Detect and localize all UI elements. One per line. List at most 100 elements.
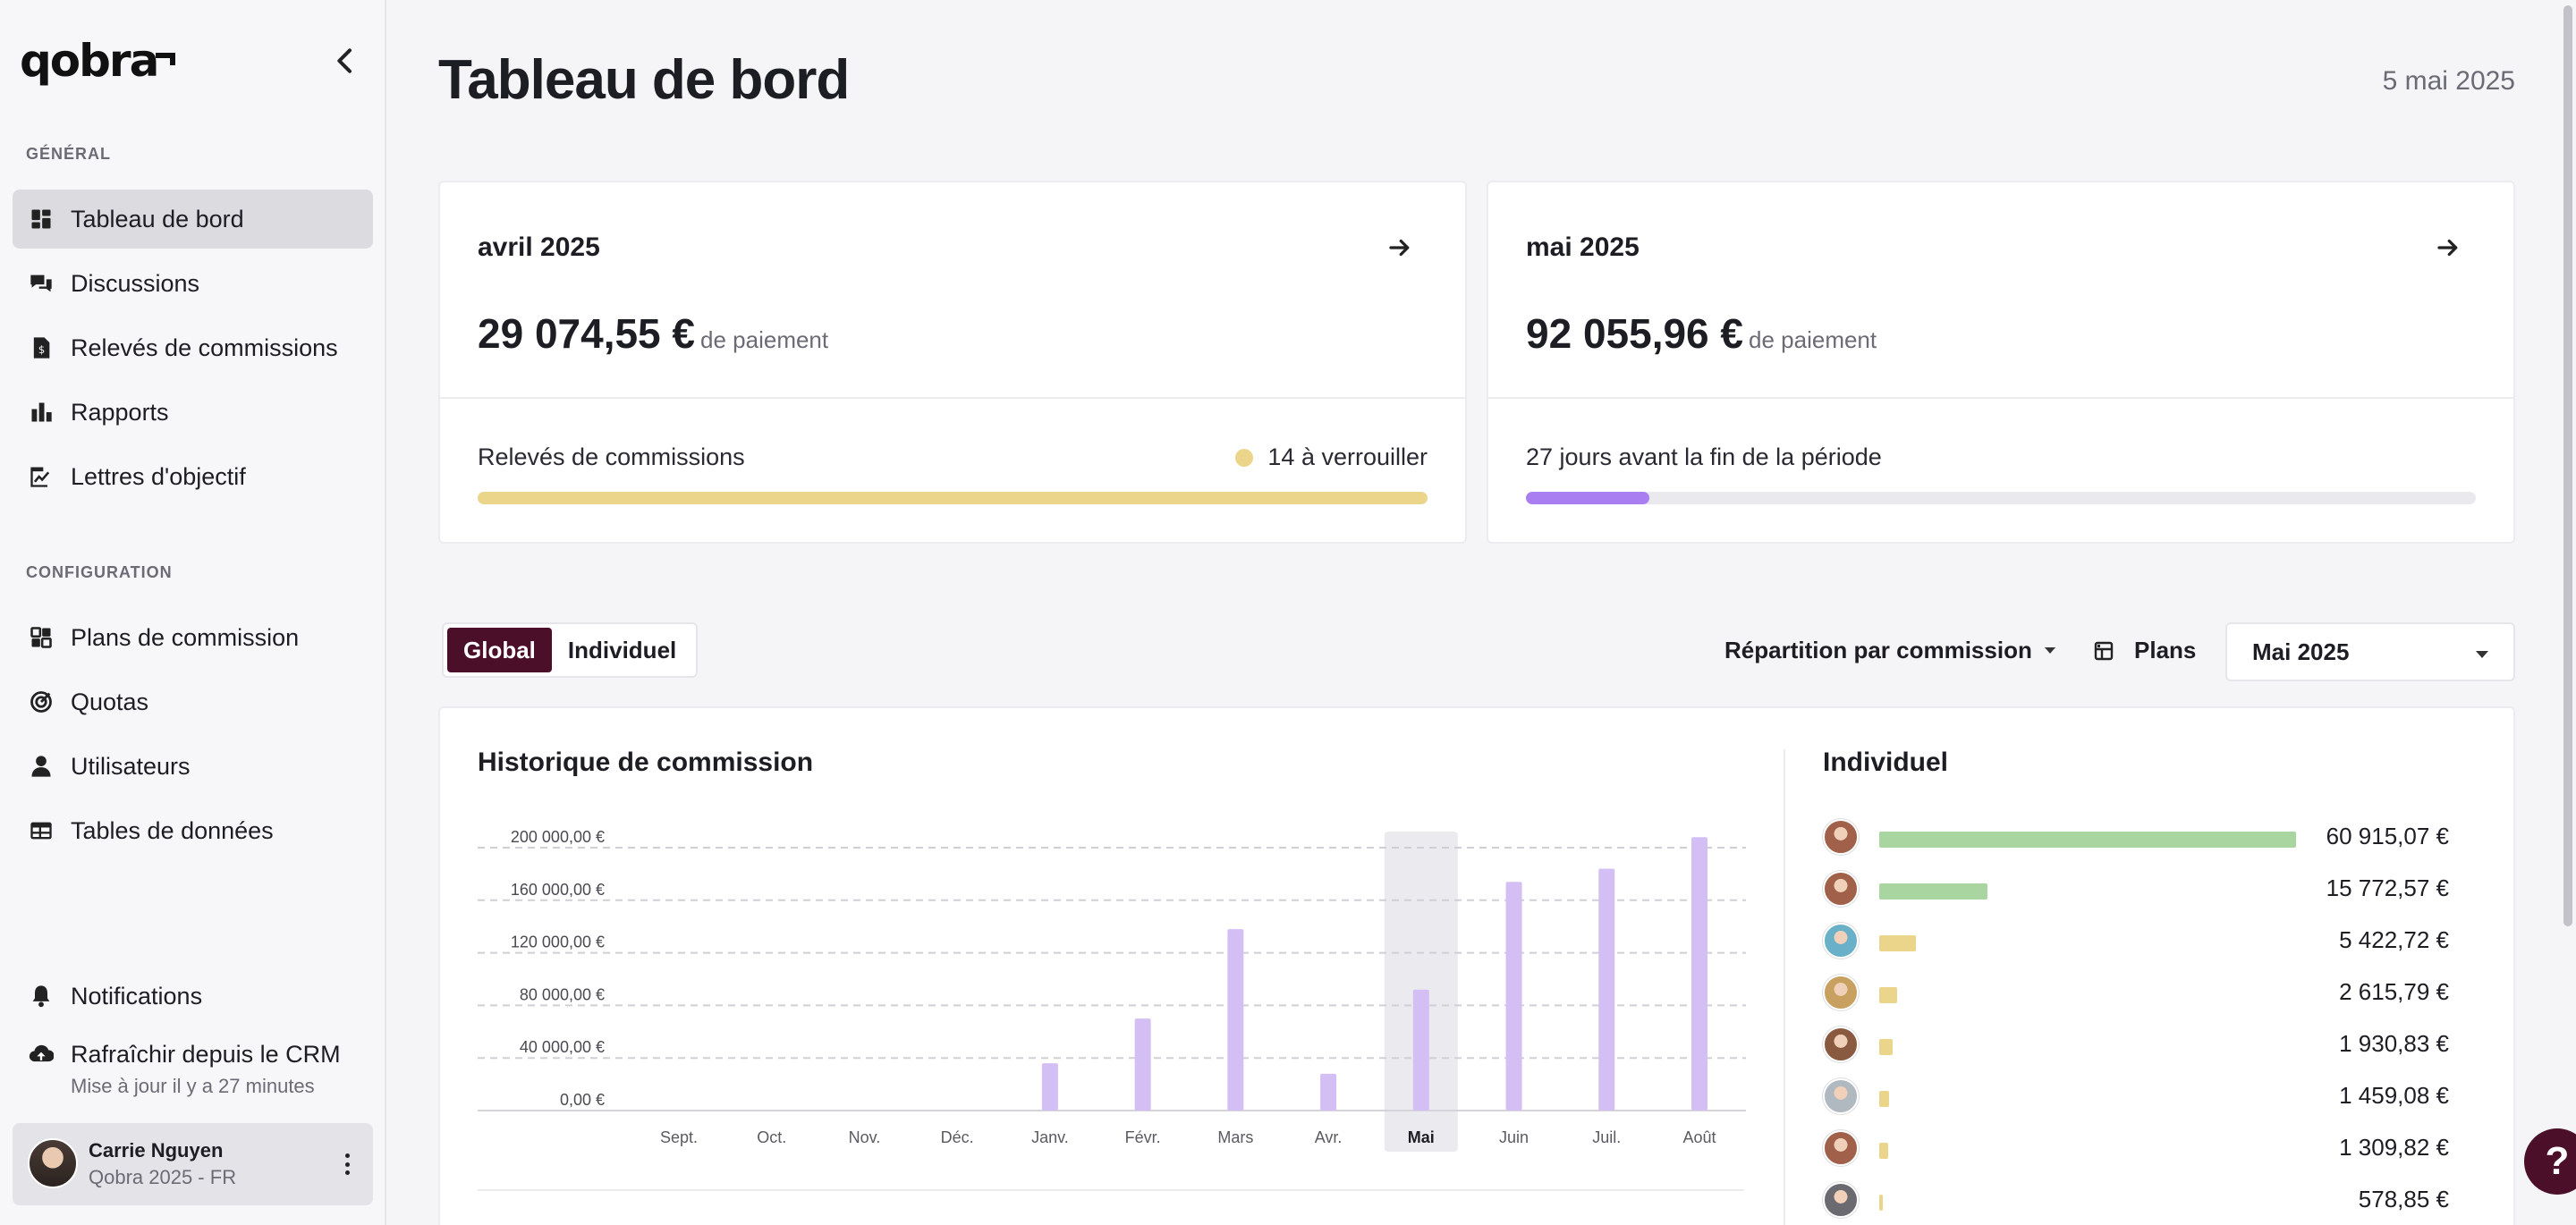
divider	[478, 1189, 1744, 1191]
crm-updated-text: Mise à jour il y a 27 minutes	[71, 1075, 315, 1097]
individual-title: Individuel	[1823, 748, 1949, 777]
card-month: avril 2025	[478, 232, 600, 262]
individual-amount: 1 459,08 €	[2339, 1082, 2449, 1109]
table-icon	[28, 817, 55, 844]
avatar	[1823, 975, 1859, 1010]
x-tick-label: Oct.	[757, 1128, 786, 1146]
period-card-april: avril 2025 29 074,55 € de paiement Relevé…	[438, 181, 1467, 544]
individual-bar	[1879, 987, 1898, 1003]
help-button[interactable]: ?	[2524, 1128, 2576, 1195]
individual-bar	[1879, 1039, 1893, 1055]
caret-down-icon	[2044, 647, 2055, 654]
toggle-individual[interactable]: Individuel	[567, 636, 677, 663]
plans-icon	[28, 624, 55, 651]
x-tick-label: Juin	[1499, 1128, 1529, 1146]
individual-bar	[1879, 935, 1917, 951]
individual-bar	[1879, 883, 1987, 900]
chart-bar[interactable]	[1412, 989, 1429, 1111]
individual-row[interactable]: 15 772,57 €	[1823, 869, 2449, 908]
chart-bar[interactable]	[1227, 929, 1244, 1111]
commission-panel: Historique de commission 0,00 € 40 000,00…	[438, 706, 2515, 1225]
chat-icon	[28, 270, 55, 297]
chart-bar[interactable]	[1134, 1018, 1151, 1111]
sidebar-item-discussions[interactable]: Discussions	[13, 254, 373, 313]
user-workspace: Qobra 2025 - FR	[89, 1166, 237, 1188]
sidebar-item-label: Tableau de bord	[71, 205, 244, 232]
sidebar-item-label: Lettres d'objectif	[71, 462, 246, 490]
progress-bar	[478, 492, 1428, 504]
individual-amount: 1 930,83 €	[2339, 1030, 2449, 1057]
y-tick-label: 160 000,00 €	[511, 881, 605, 899]
avatar	[1823, 871, 1859, 907]
arrow-right-icon[interactable]	[2435, 234, 2462, 261]
sidebar-item-notifications[interactable]: Notifications	[13, 967, 373, 1026]
sidebar-item-statements[interactable]: $ Relevés de commissions	[13, 318, 373, 377]
chevron-left-icon	[337, 48, 352, 73]
page-title: Tableau de bord	[438, 49, 850, 111]
card-amount: 29 074,55 € de paiement	[478, 310, 829, 357]
individual-row[interactable]: 1 930,83 €	[1823, 1025, 2449, 1064]
more-options-icon[interactable]	[338, 1148, 356, 1180]
y-tick-label: 80 000,00 €	[520, 985, 605, 1003]
avatar	[1823, 1078, 1859, 1114]
status-dot	[1235, 448, 1254, 467]
toggle-global[interactable]: Global	[447, 628, 552, 672]
x-tick-label: Févr.	[1125, 1128, 1161, 1146]
user-card[interactable]: Carrie Nguyen Qobra 2025 - FR	[13, 1123, 373, 1205]
individual-row[interactable]: 60 915,07 €	[1823, 817, 2449, 857]
individual-bar	[1879, 832, 2296, 848]
sidebar-item-dashboard[interactable]: Tableau de bord	[13, 190, 373, 249]
sidebar-item-quotas[interactable]: Quotas	[13, 672, 373, 731]
chart-bar[interactable]	[1505, 882, 1522, 1111]
scrollbar[interactable]	[2563, 5, 2572, 926]
sidebar-item-users[interactable]: Utilisateurs	[13, 737, 373, 796]
card-amount: 92 055,96 € de paiement	[1526, 310, 1877, 357]
sidebar-item-data-tables[interactable]: Tables de données	[13, 801, 373, 860]
current-date: 5 mai 2025	[2382, 66, 2515, 96]
individual-amount: 2 615,79 €	[2339, 978, 2449, 1005]
collapse-sidebar-button[interactable]	[327, 43, 363, 79]
avatar	[1823, 923, 1859, 959]
chart-bar[interactable]	[1320, 1073, 1337, 1111]
individual-row[interactable]: 2 615,79 €	[1823, 973, 2449, 1012]
individual-row[interactable]: 1 309,82 €	[1823, 1128, 2449, 1168]
x-tick-label: Sept.	[660, 1128, 698, 1146]
sidebar-item-crm-refresh[interactable]: Rafraîchir depuis le CRM	[13, 1028, 373, 1087]
individual-row[interactable]: 5 422,72 €	[1823, 921, 2449, 960]
individual-amount: 578,85 €	[2358, 1186, 2449, 1212]
x-tick-label: Août	[1682, 1128, 1716, 1146]
chart-bar[interactable]	[1598, 868, 1615, 1111]
sidebar-item-label: Notifications	[71, 982, 203, 1010]
individual-amount: 5 422,72 €	[2339, 926, 2449, 953]
x-tick-label: Juil.	[1592, 1128, 1621, 1146]
sidebar-item-commission-plans[interactable]: Plans de commission	[13, 608, 373, 667]
period-card-may: mai 2025 92 055,96 € de paiement 27 jours…	[1487, 181, 2515, 544]
y-tick-label: 200 000,00 €	[511, 828, 605, 846]
plans-icon	[2094, 641, 2114, 660]
chart-bar[interactable]	[1041, 1063, 1058, 1111]
sidebar-item-label: Relevés de commissions	[71, 334, 338, 361]
chart-bar[interactable]	[1691, 837, 1707, 1111]
qobra-logo[interactable]: qobra	[20, 36, 177, 86]
split-dropdown[interactable]: Répartition par commission	[1724, 637, 2055, 664]
avatar	[1823, 1182, 1859, 1218]
individual-row[interactable]: 578,85 €	[1823, 1180, 2449, 1220]
x-tick-label: Janv.	[1031, 1128, 1069, 1146]
bell-icon	[28, 983, 55, 1010]
signature-icon	[28, 463, 55, 490]
commission-history-chart: 0,00 € 40 000,00 € 80 000,00 € 120 000,00 €…	[478, 828, 1746, 1152]
x-tick-label: Déc.	[941, 1128, 974, 1146]
plans-button[interactable]: Plans	[2093, 637, 2196, 664]
sidebar-item-goal-letters[interactable]: Lettres d'objectif	[13, 447, 373, 506]
arrow-right-icon[interactable]	[1386, 234, 1413, 261]
y-tick-label: 40 000,00 €	[520, 1038, 605, 1056]
individual-amount: 15 772,57 €	[2326, 874, 2449, 901]
card-month: mai 2025	[1526, 232, 1640, 262]
card-footer-label: Relevés de commissions	[478, 444, 745, 470]
sidebar-item-reports[interactable]: Rapports	[13, 383, 373, 442]
avatar	[1823, 1130, 1859, 1166]
month-select[interactable]: Mai 2025	[2225, 622, 2515, 681]
lock-count[interactable]: 14 à verrouiller	[1235, 444, 1428, 471]
card-footer-label: 27 jours avant la fin de la période	[1526, 444, 1882, 470]
individual-row[interactable]: 1 459,08 €	[1823, 1077, 2449, 1116]
